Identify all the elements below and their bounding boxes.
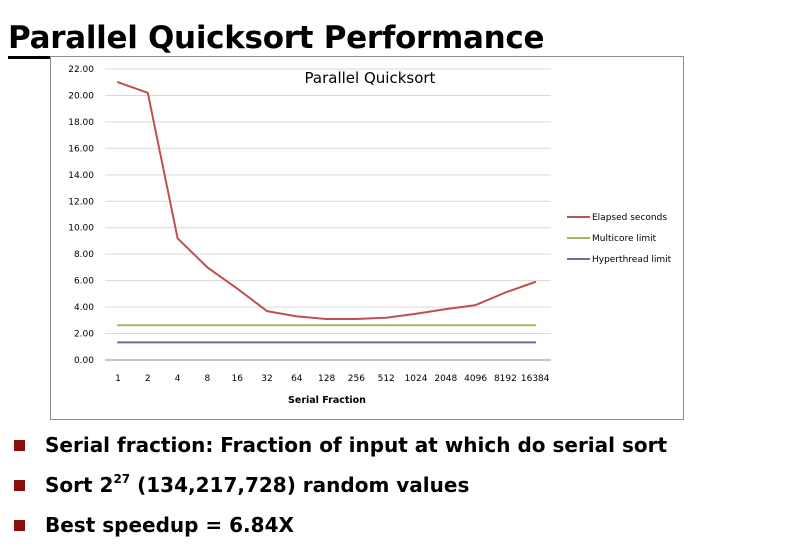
y-tick-label: 2.00 [74,330,94,340]
legend-label: Hyperthread limit [592,255,672,265]
x-tick-label: 256 [348,374,365,384]
gridlines [105,68,551,361]
x-tick-label: 8192 [494,374,517,384]
legend-label: Multicore limit [592,234,657,244]
chart-area: 0.00 2.00 4.00 6.00 8.00 10.00 12.00 14.00 16.00… [50,56,684,420]
x-tick-label: 1024 [405,374,428,384]
y-tick-label: 22.00 [68,65,94,75]
x-tick-label: 32 [261,374,272,384]
x-tick-label: 2048 [434,374,457,384]
x-axis-tick-labels: 1 2 4 8 16 32 64 128 256 512 1024 2048 4096 8192 16384 [115,374,550,384]
y-tick-label: 20.00 [68,91,94,101]
x-tick-label: 16 [231,374,243,384]
y-tick-label: 0.00 [74,356,94,366]
data-series [117,81,537,344]
y-tick-label: 18.00 [68,118,94,128]
bullet-text-suffix: (134,217,728) random values [130,473,470,497]
y-tick-label: 12.00 [68,197,94,207]
series-line-1 [117,81,537,320]
chart-title: Parallel Quicksort [305,69,436,87]
x-tick-label: 1 [115,374,121,384]
x-tick-label: 512 [378,374,395,384]
bullet-text-prefix: Sort 2 [45,473,114,497]
y-tick-label: 8.00 [74,250,94,260]
x-tick-label: 64 [291,374,303,384]
y-tick-label: 10.00 [68,224,94,234]
x-tick-label: 4 [175,374,181,384]
x-tick-label: 128 [318,374,335,384]
x-tick-label: 16384 [521,374,550,384]
y-tick-label: 4.00 [74,303,94,313]
x-axis-label: Serial Fraction [288,395,366,406]
square-bullet-icon [14,440,25,451]
x-tick-label: 8 [205,374,211,384]
bullet-text: Best speedup = 6.84X [45,513,294,537]
x-tick-label: 2 [145,374,151,384]
legend: Elapsed seconds Multicore limit Hyperthrea… [567,213,672,265]
y-tick-label: 14.00 [68,171,94,181]
legend-label: Elapsed seconds [592,213,667,223]
square-bullet-icon [14,520,25,531]
quicksort-line-chart: 0.00 2.00 4.00 6.00 8.00 10.00 12.00 14.00 16.00… [68,65,672,406]
y-axis-tick-labels: 0.00 2.00 4.00 6.00 8.00 10.00 12.00 14.00 16.00… [68,65,94,366]
bullet-text: Serial fraction: Fraction of input at wh… [45,433,668,457]
y-tick-label: 6.00 [74,277,94,287]
square-bullet-icon [14,480,25,491]
y-tick-label: 16.00 [68,144,94,154]
bullet-text: Sort 227 (134,217,728) random values [45,470,469,500]
x-tick-label: 4096 [464,374,487,384]
slide-title: Parallel Quicksort Performance [8,20,545,56]
bullet-exponent: 27 [113,472,131,486]
